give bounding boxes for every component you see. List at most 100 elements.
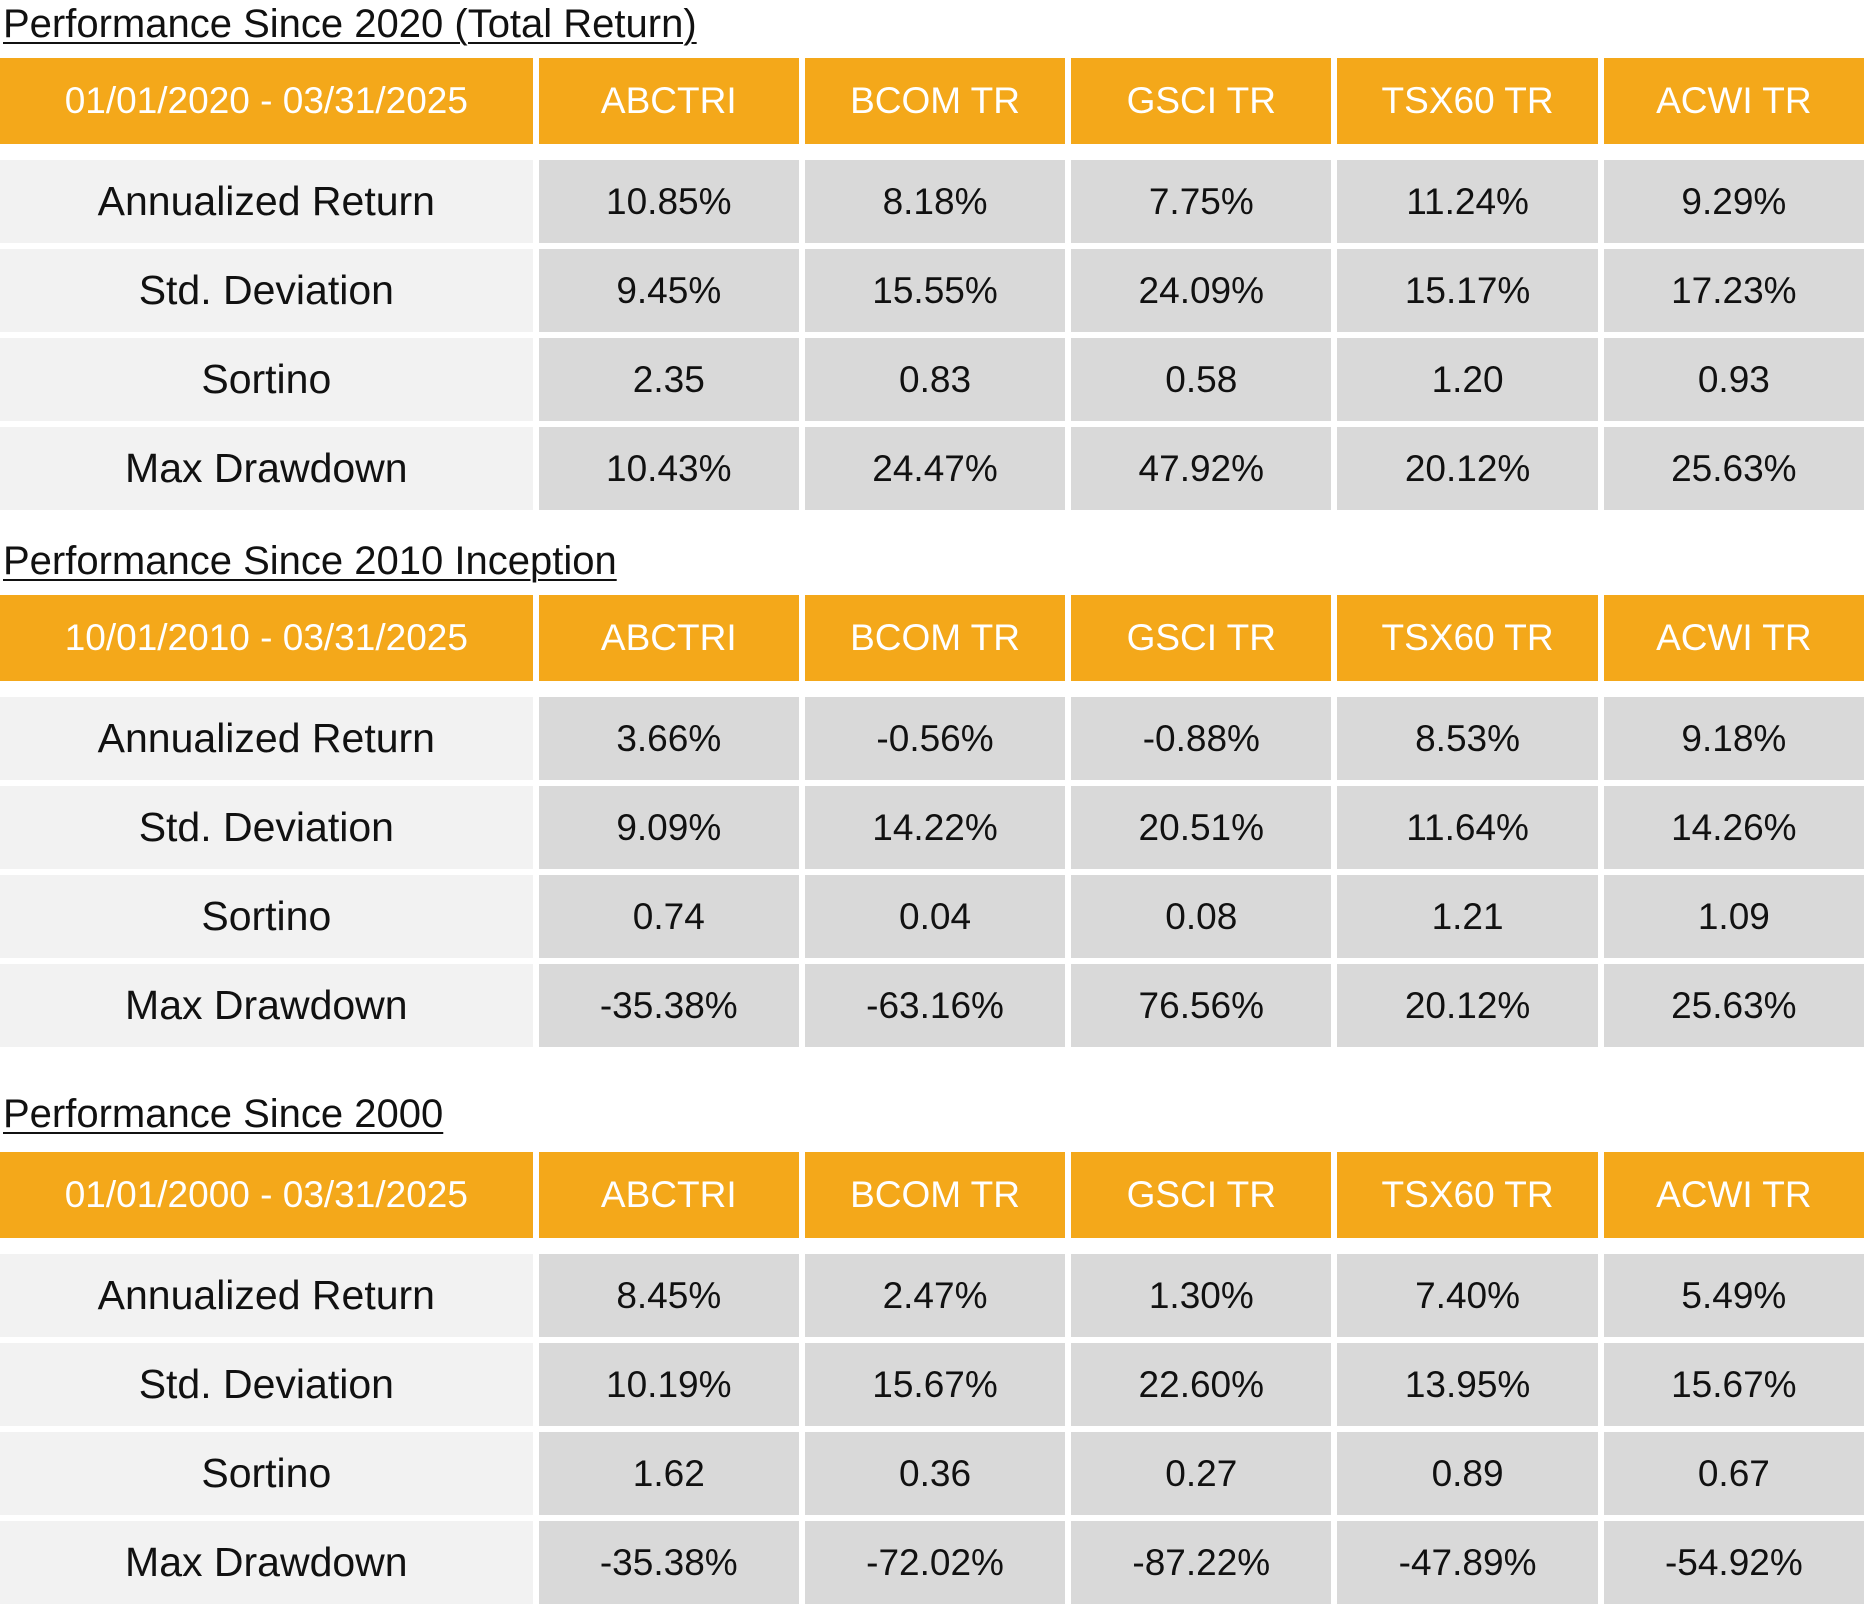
table-cell: 15.67% — [804, 1343, 1066, 1426]
table-cell: 25.63% — [1603, 427, 1864, 510]
table-row: Max Drawdown -35.38% -72.02% -87.22% -47… — [0, 1521, 1864, 1604]
column-header: ABCTRI — [538, 58, 799, 144]
metric-label: Sortino — [0, 338, 533, 421]
table-cell: 10.43% — [538, 427, 799, 510]
performance-table: 01/01/2000 - 03/31/2025 ABCTRI BCOM TR G… — [0, 1146, 1864, 1610]
table-cell: 15.55% — [804, 249, 1066, 332]
table-row: Sortino 0.74 0.04 0.08 1.21 1.09 — [0, 875, 1864, 958]
performance-section-2010: Performance Since 2010 Inception 10/01/2… — [0, 537, 1864, 1053]
column-header: ACWI TR — [1603, 1152, 1864, 1238]
table-row: Annualized Return 10.85% 8.18% 7.75% 11.… — [0, 160, 1864, 243]
table-cell: 10.19% — [538, 1343, 799, 1426]
column-header: BCOM TR — [804, 58, 1066, 144]
metric-label: Std. Deviation — [0, 786, 533, 869]
column-header: BCOM TR — [804, 1152, 1066, 1238]
table-row: Std. Deviation 9.09% 14.22% 20.51% 11.64… — [0, 786, 1864, 869]
table-cell: -54.92% — [1603, 1521, 1864, 1604]
table-cell: -47.89% — [1337, 1521, 1598, 1604]
table-cell: -87.22% — [1071, 1521, 1332, 1604]
table-cell: 1.62 — [538, 1432, 799, 1515]
performance-table: 01/01/2020 - 03/31/2025 ABCTRI BCOM TR G… — [0, 52, 1864, 516]
table-cell: -0.56% — [804, 697, 1066, 780]
period-header: 10/01/2010 - 03/31/2025 — [0, 595, 533, 681]
metric-label: Annualized Return — [0, 160, 533, 243]
table-cell: 24.47% — [804, 427, 1066, 510]
table-cell: 14.26% — [1603, 786, 1864, 869]
table-cell: 24.09% — [1071, 249, 1332, 332]
table-cell: 0.36 — [804, 1432, 1066, 1515]
column-header: TSX60 TR — [1337, 595, 1598, 681]
table-cell: -0.88% — [1071, 697, 1332, 780]
performance-section-2020: Performance Since 2020 (Total Return) 01… — [0, 0, 1864, 516]
table-cell: 2.35 — [538, 338, 799, 421]
table-cell: 8.53% — [1337, 697, 1598, 780]
table-cell: 0.67 — [1603, 1432, 1864, 1515]
table-row: Max Drawdown 10.43% 24.47% 47.92% 20.12%… — [0, 427, 1864, 510]
column-header: TSX60 TR — [1337, 58, 1598, 144]
metric-label: Std. Deviation — [0, 249, 533, 332]
table-cell: 0.89 — [1337, 1432, 1598, 1515]
table-cell: 0.08 — [1071, 875, 1332, 958]
header-row: 01/01/2000 - 03/31/2025 ABCTRI BCOM TR G… — [0, 1152, 1864, 1238]
table-cell: 1.21 — [1337, 875, 1598, 958]
metric-label: Sortino — [0, 1432, 533, 1515]
table-cell: 2.47% — [804, 1254, 1066, 1337]
table-cell: 20.12% — [1337, 427, 1598, 510]
table-cell: 11.24% — [1337, 160, 1598, 243]
table-row: Annualized Return 8.45% 2.47% 1.30% 7.40… — [0, 1254, 1864, 1337]
table-cell: 15.67% — [1603, 1343, 1864, 1426]
table-cell: 0.74 — [538, 875, 799, 958]
metric-label: Max Drawdown — [0, 964, 533, 1047]
metric-label: Annualized Return — [0, 1254, 533, 1337]
performance-table: 10/01/2010 - 03/31/2025 ABCTRI BCOM TR G… — [0, 589, 1864, 1053]
table-row: Sortino 1.62 0.36 0.27 0.89 0.67 — [0, 1432, 1864, 1515]
table-cell: 3.66% — [538, 697, 799, 780]
table-row: Annualized Return 3.66% -0.56% -0.88% 8.… — [0, 697, 1864, 780]
table-row: Sortino 2.35 0.83 0.58 1.20 0.93 — [0, 338, 1864, 421]
column-header: GSCI TR — [1071, 1152, 1332, 1238]
column-header: TSX60 TR — [1337, 1152, 1598, 1238]
metric-label: Std. Deviation — [0, 1343, 533, 1426]
table-cell: -35.38% — [538, 1521, 799, 1604]
table-cell: 9.18% — [1603, 697, 1864, 780]
metric-label: Sortino — [0, 875, 533, 958]
performance-section-2000: Performance Since 2000 01/01/2000 - 03/3… — [0, 1090, 1864, 1610]
table-cell: -72.02% — [804, 1521, 1066, 1604]
table-cell: 0.04 — [804, 875, 1066, 958]
table-cell: 1.20 — [1337, 338, 1598, 421]
table-cell: 10.85% — [538, 160, 799, 243]
table-cell: 0.27 — [1071, 1432, 1332, 1515]
table-cell: 13.95% — [1337, 1343, 1598, 1426]
table-cell: 1.30% — [1071, 1254, 1332, 1337]
table-cell: 0.83 — [804, 338, 1066, 421]
metric-label: Annualized Return — [0, 697, 533, 780]
column-header: ABCTRI — [538, 595, 799, 681]
column-header: ACWI TR — [1603, 595, 1864, 681]
table-cell: 20.12% — [1337, 964, 1598, 1047]
column-header: ACWI TR — [1603, 58, 1864, 144]
metric-label: Max Drawdown — [0, 427, 533, 510]
section-title: Performance Since 2020 (Total Return) — [3, 2, 697, 46]
metric-label: Max Drawdown — [0, 1521, 533, 1604]
table-cell: 9.29% — [1603, 160, 1864, 243]
section-title: Performance Since 2000 — [3, 1092, 444, 1136]
table-cell: 8.45% — [538, 1254, 799, 1337]
table-cell: 11.64% — [1337, 786, 1598, 869]
table-row: Std. Deviation 9.45% 15.55% 24.09% 15.17… — [0, 249, 1864, 332]
table-cell: 0.93 — [1603, 338, 1864, 421]
table-cell: 76.56% — [1071, 964, 1332, 1047]
table-row: Std. Deviation 10.19% 15.67% 22.60% 13.9… — [0, 1343, 1864, 1426]
table-cell: 7.75% — [1071, 160, 1332, 243]
table-cell: 0.58 — [1071, 338, 1332, 421]
column-header: ABCTRI — [538, 1152, 799, 1238]
table-cell: 1.09 — [1603, 875, 1864, 958]
column-header: GSCI TR — [1071, 58, 1332, 144]
table-cell: 8.18% — [804, 160, 1066, 243]
table-cell: -35.38% — [538, 964, 799, 1047]
period-header: 01/01/2020 - 03/31/2025 — [0, 58, 533, 144]
table-cell: 25.63% — [1603, 964, 1864, 1047]
table-cell: 17.23% — [1603, 249, 1864, 332]
header-row: 10/01/2010 - 03/31/2025 ABCTRI BCOM TR G… — [0, 595, 1864, 681]
header-row: 01/01/2020 - 03/31/2025 ABCTRI BCOM TR G… — [0, 58, 1864, 144]
table-cell: 14.22% — [804, 786, 1066, 869]
